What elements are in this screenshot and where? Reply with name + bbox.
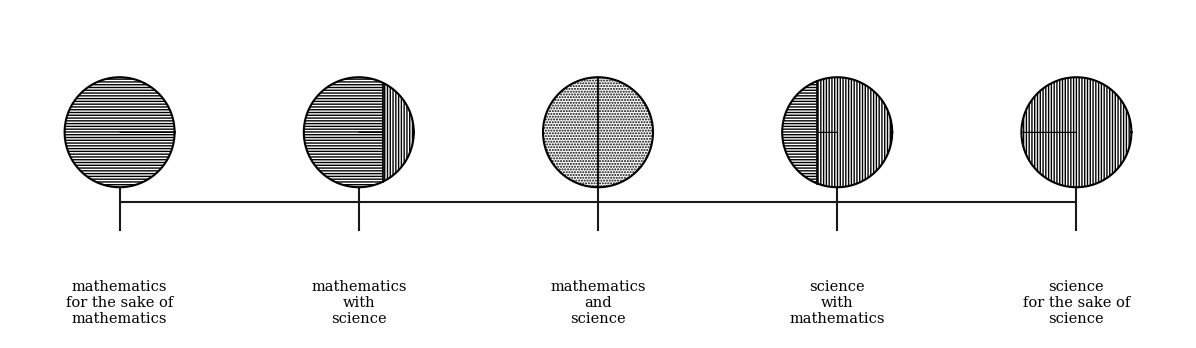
Polygon shape [65,77,175,187]
Polygon shape [817,77,892,187]
Text: science
for the sake of
science: science for the sake of science [1023,279,1130,326]
Polygon shape [543,77,598,187]
Text: science
with
mathematics: science with mathematics [789,279,885,326]
Text: mathematics
with
science: mathematics with science [311,279,407,326]
Text: mathematics
for the sake of
mathematics: mathematics for the sake of mathematics [66,279,173,326]
Polygon shape [1021,77,1131,187]
Text: mathematics
and
science: mathematics and science [550,279,646,326]
Polygon shape [598,77,653,187]
Polygon shape [304,77,383,187]
Polygon shape [782,81,837,183]
Polygon shape [359,83,414,182]
